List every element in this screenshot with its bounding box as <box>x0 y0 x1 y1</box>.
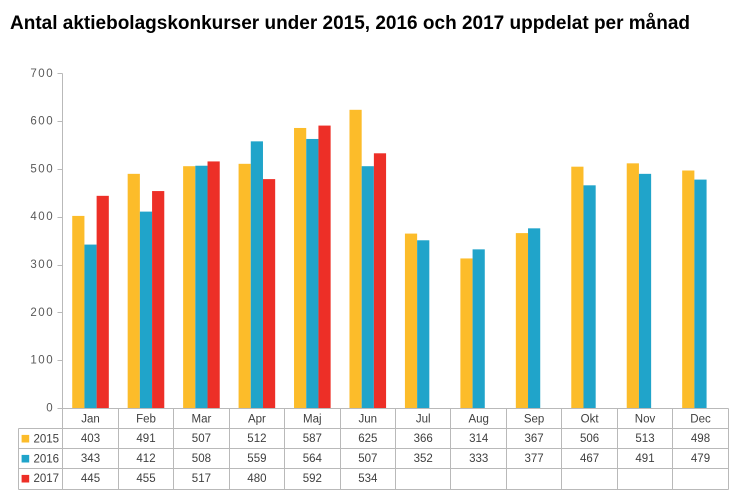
svg-text:507: 507 <box>358 453 377 465</box>
svg-text:467: 467 <box>580 453 599 465</box>
svg-text:314: 314 <box>469 433 489 445</box>
svg-text:559: 559 <box>247 453 266 465</box>
svg-text:592: 592 <box>303 473 322 485</box>
svg-text:200: 200 <box>30 307 54 319</box>
svg-text:Antal aktiebolagskonkurser und: Antal aktiebolagskonkurser under 2015, 2… <box>10 13 690 34</box>
svg-text:500: 500 <box>30 164 54 176</box>
svg-text:Okt: Okt <box>581 414 600 426</box>
svg-text:491: 491 <box>635 453 654 465</box>
svg-text:498: 498 <box>691 433 710 445</box>
svg-text:333: 333 <box>469 453 488 465</box>
svg-text:700: 700 <box>30 68 54 80</box>
svg-text:445: 445 <box>81 473 100 485</box>
svg-text:343: 343 <box>81 453 100 465</box>
svg-text:352: 352 <box>414 453 433 465</box>
svg-text:2016: 2016 <box>34 453 60 465</box>
svg-text:377: 377 <box>525 453 544 465</box>
svg-text:412: 412 <box>136 453 155 465</box>
svg-text:Mar: Mar <box>191 414 211 426</box>
svg-text:100: 100 <box>30 355 54 367</box>
svg-text:507: 507 <box>192 433 211 445</box>
svg-text:0: 0 <box>46 402 54 414</box>
svg-text:Aug: Aug <box>468 414 488 426</box>
svg-text:366: 366 <box>414 433 433 445</box>
svg-text:506: 506 <box>580 433 599 445</box>
svg-text:367: 367 <box>525 433 544 445</box>
svg-text:400: 400 <box>30 211 54 223</box>
svg-text:491: 491 <box>136 433 155 445</box>
svg-text:Jun: Jun <box>359 414 378 426</box>
svg-text:625: 625 <box>358 433 377 445</box>
svg-text:534: 534 <box>358 473 378 485</box>
svg-text:587: 587 <box>303 433 322 445</box>
svg-text:403: 403 <box>81 433 100 445</box>
svg-text:2017: 2017 <box>34 473 60 485</box>
svg-text:Maj: Maj <box>303 414 322 426</box>
svg-text:479: 479 <box>691 453 710 465</box>
svg-text:517: 517 <box>192 473 211 485</box>
svg-text:2015: 2015 <box>34 433 60 445</box>
svg-text:480: 480 <box>247 473 266 485</box>
svg-text:Jul: Jul <box>416 414 431 426</box>
svg-text:455: 455 <box>136 473 155 485</box>
svg-text:300: 300 <box>30 259 54 271</box>
svg-text:Apr: Apr <box>248 414 266 426</box>
svg-text:Nov: Nov <box>635 414 656 426</box>
svg-text:600: 600 <box>30 116 54 128</box>
svg-text:Jan: Jan <box>81 414 100 426</box>
svg-text:512: 512 <box>247 433 266 445</box>
svg-text:Dec: Dec <box>690 414 711 426</box>
svg-text:508: 508 <box>192 453 211 465</box>
svg-text:Sep: Sep <box>524 414 544 426</box>
svg-text:564: 564 <box>303 453 323 465</box>
svg-text:Feb: Feb <box>136 414 156 426</box>
svg-text:513: 513 <box>635 433 654 445</box>
